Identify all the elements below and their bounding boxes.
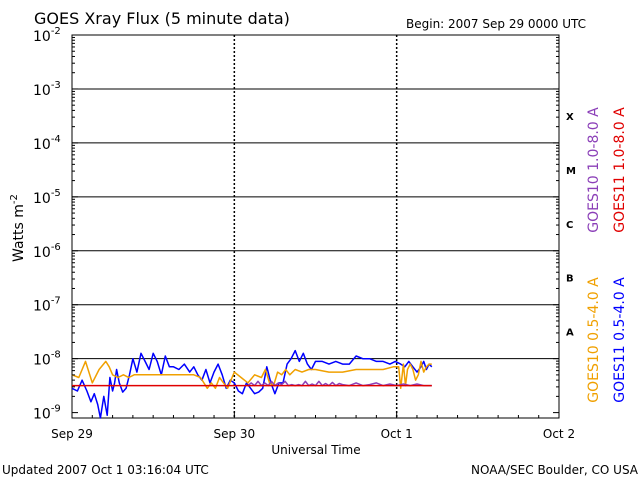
legend-entry: GOES10 1.0-8.0 A [586,107,602,233]
x-tick-label: Sep 30 [213,427,255,441]
updated-timestamp: Updated 2007 Oct 1 03:16:04 UTC [2,463,209,477]
x-tick-label: Oct 2 [543,427,575,441]
series-line [71,349,433,419]
begin-label: Begin: 2007 Sep 29 0000 UTC [406,17,586,31]
y-tick-label: 10-3 [33,80,61,99]
legend-entry: GOES10 0.5-4.0 A [586,277,602,403]
flare-class-layer: A B C M X [566,112,576,339]
series-layer [71,349,433,419]
y-tick-label: 10-2 [33,26,61,45]
svg-text:Watts m-2: Watts m-2 [9,194,27,262]
x-ticks-layer: Sep 29 Sep 30 Oct 1 Oct 2 [51,412,575,441]
y-tick-label: 10-4 [33,134,61,153]
flare-class-label: M [566,166,576,177]
y-tick-label: 10-5 [33,188,61,207]
credit-label: NOAA/SEC Boulder, CO USA [471,463,639,477]
chart-title: GOES Xray Flux (5 minute data) [34,9,290,28]
y-tick-label: 10-6 [33,242,61,261]
legend-entry: GOES11 1.0-8.0 A [612,107,628,233]
x-axis-label: Universal Time [271,443,360,457]
flare-class-label: B [566,274,574,285]
y-axis-label-exponent: -2 [9,194,20,204]
y-tick-label: 10-9 [33,404,61,423]
x-tick-label: Oct 1 [381,427,413,441]
series-line [71,360,432,390]
legend-layer: GOES10 1.0-8.0 A GOES11 1.0-8.0 A GOES10 0… [586,107,628,403]
legend-entry: GOES11 0.5-4.0 A [612,277,628,403]
flare-class-label: C [566,220,573,231]
y-axis-label: Watts m-2 [9,194,27,262]
y-ticks-layer: 10-9 10-8 10-7 10-6 10-5 10-4 10-3 10-2 [33,26,559,423]
flare-class-label: X [566,112,574,123]
grid-layer [72,35,559,418]
flare-class-label: A [566,328,574,339]
y-tick-label: 10-8 [33,350,61,369]
y-tick-label: 10-7 [33,296,61,315]
y-axis-label-text: Watts m [11,204,27,262]
x-tick-label: Sep 29 [51,427,93,441]
